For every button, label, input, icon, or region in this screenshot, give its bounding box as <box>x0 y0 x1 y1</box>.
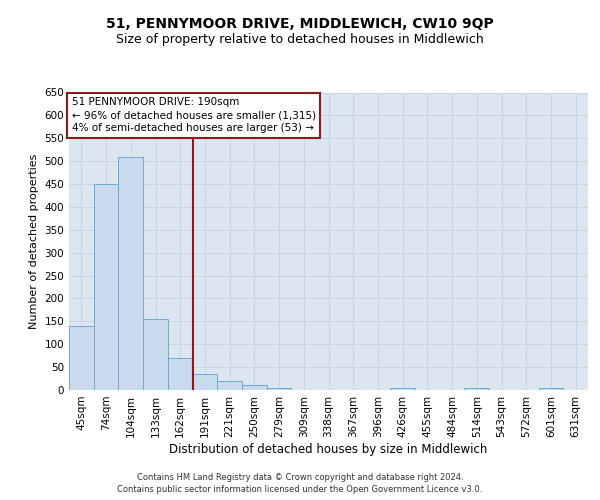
Text: Contains HM Land Registry data © Crown copyright and database right 2024.: Contains HM Land Registry data © Crown c… <box>137 472 463 482</box>
Bar <box>242 386 267 390</box>
Text: 51 PENNYMOOR DRIVE: 190sqm
← 96% of detached houses are smaller (1,315)
4% of se: 51 PENNYMOOR DRIVE: 190sqm ← 96% of deta… <box>71 97 316 134</box>
Text: Contains public sector information licensed under the Open Government Licence v3: Contains public sector information licen… <box>118 485 482 494</box>
Text: 51, PENNYMOOR DRIVE, MIDDLEWICH, CW10 9QP: 51, PENNYMOOR DRIVE, MIDDLEWICH, CW10 9Q… <box>106 18 494 32</box>
Bar <box>193 374 217 390</box>
Bar <box>94 184 118 390</box>
Bar <box>69 326 94 390</box>
Bar <box>464 388 489 390</box>
Bar <box>390 388 415 390</box>
X-axis label: Distribution of detached houses by size in Middlewich: Distribution of detached houses by size … <box>169 442 488 456</box>
Bar <box>168 358 193 390</box>
Bar <box>118 156 143 390</box>
Y-axis label: Number of detached properties: Number of detached properties <box>29 154 39 329</box>
Bar <box>267 388 292 390</box>
Text: Size of property relative to detached houses in Middlewich: Size of property relative to detached ho… <box>116 32 484 46</box>
Bar <box>539 388 563 390</box>
Bar <box>143 319 168 390</box>
Bar <box>217 381 242 390</box>
